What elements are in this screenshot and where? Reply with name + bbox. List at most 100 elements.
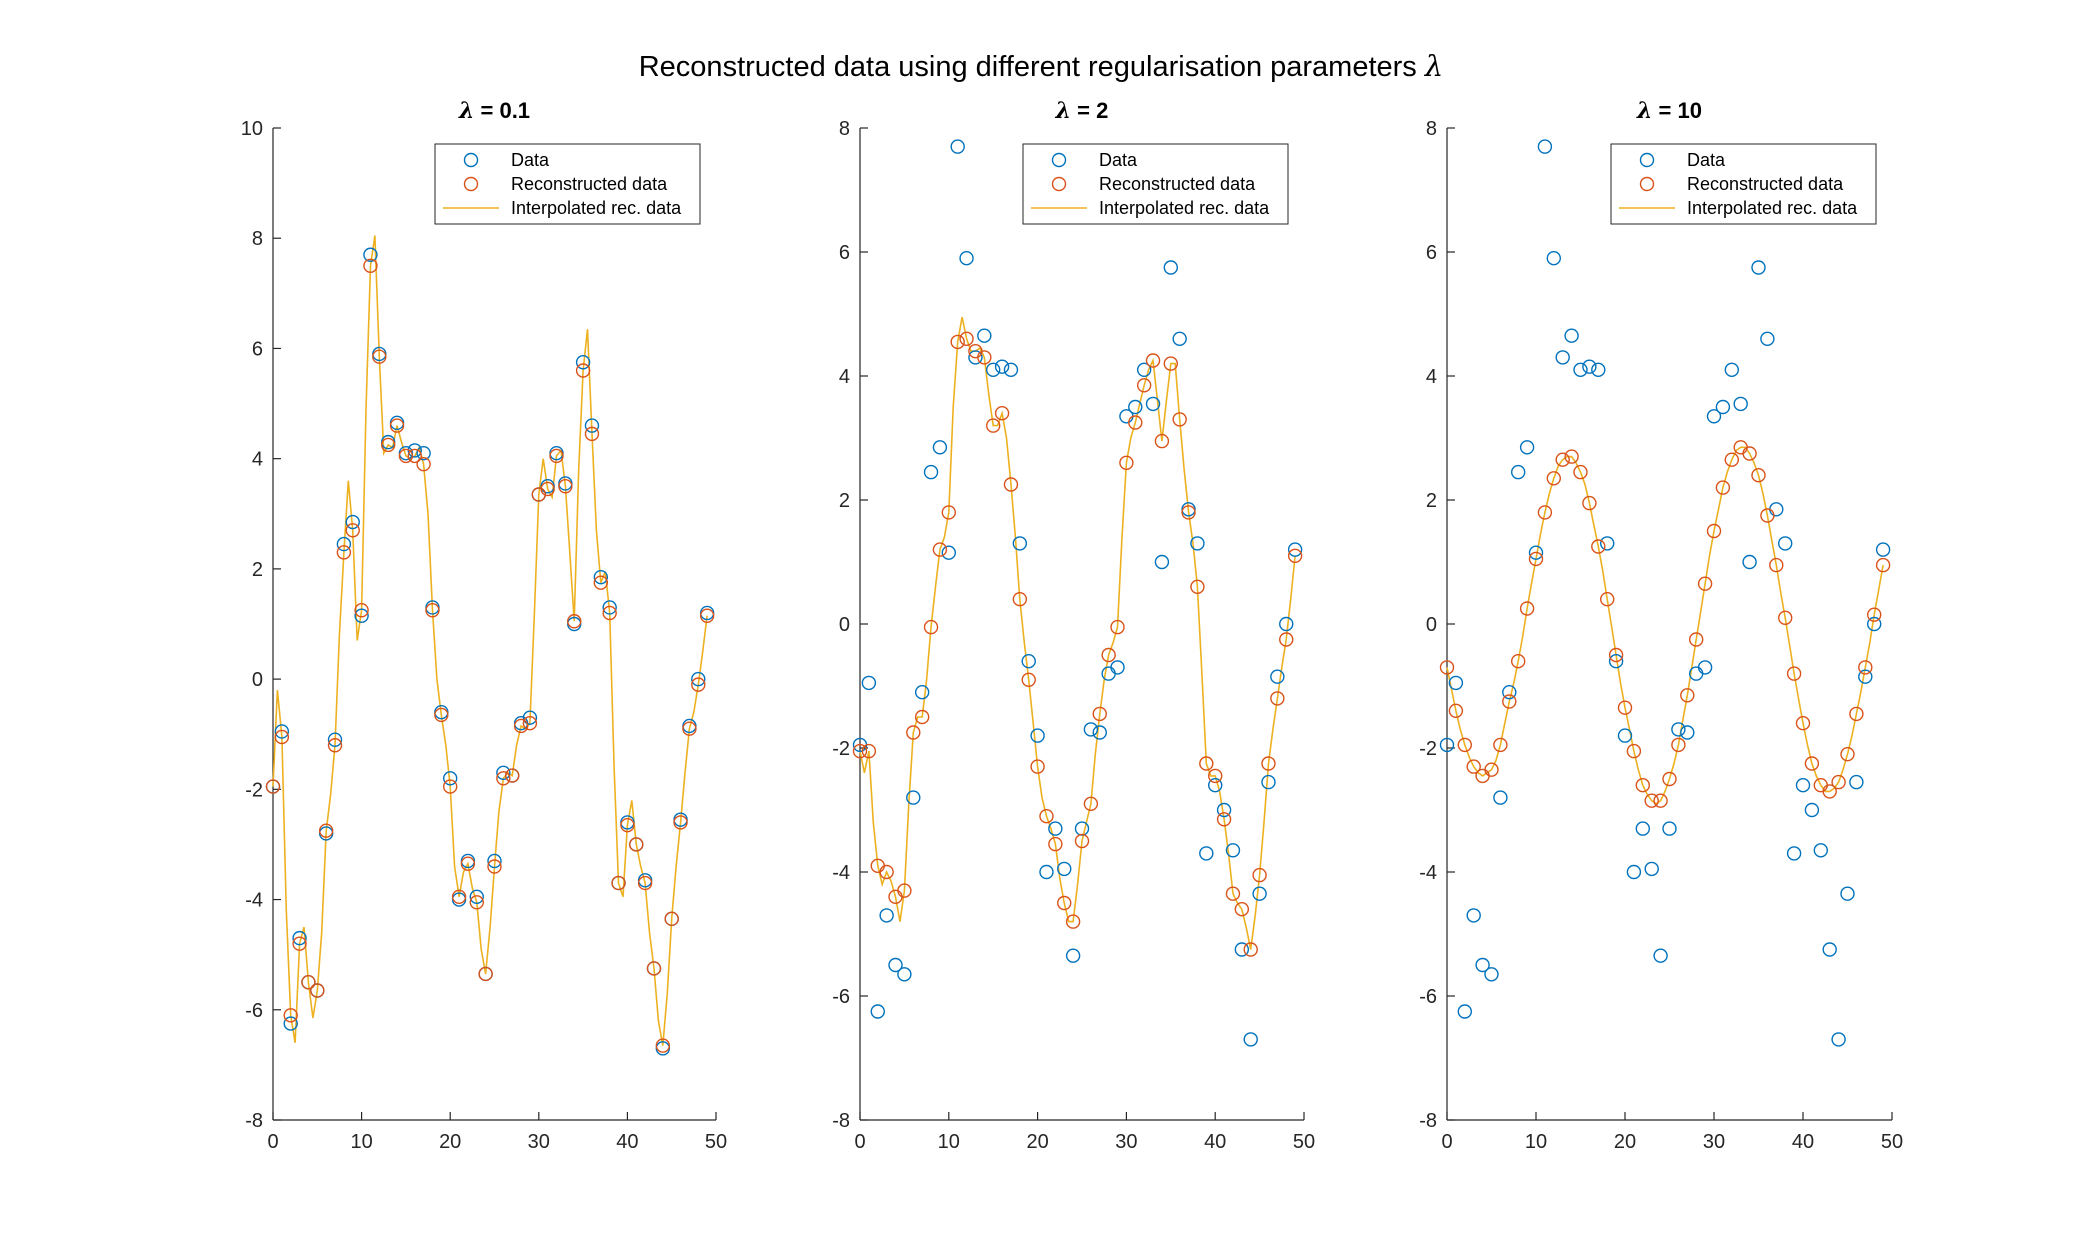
reconstructed-point [1831,774,1846,790]
reconstructed-point [301,975,316,990]
reconstructed-point [407,448,422,464]
reconstructed-point [1706,523,1722,539]
subplot-title-lambda: λ [1055,98,1071,124]
reconstructed-point [852,743,868,759]
reconstructed-point [1582,495,1597,511]
legend-marker [1639,176,1655,192]
y-tick-label: 4 [1426,366,1437,388]
reconstructed-point [1012,592,1028,607]
data-point [1110,660,1125,675]
data-point [363,247,378,262]
reconstructed-point [327,738,343,753]
data-point [1875,542,1891,557]
reconstructed-point [620,817,635,833]
y-tick-label: -2 [1419,738,1437,760]
subplot-title-value: = 10 [1652,98,1702,123]
data-point [1599,536,1615,551]
reconstructed-point [941,505,956,520]
legend-label: Interpolated rec. data [1687,198,1858,218]
data-point [1591,362,1606,377]
reconstructed-point [1279,632,1294,647]
data-point [941,545,956,560]
data-point [1216,802,1232,818]
reconstructed-point [682,721,697,736]
reconstructed-point [1875,557,1891,573]
reconstructed-point [1057,895,1072,911]
data-point [1065,948,1081,963]
data-point [879,908,894,923]
reconstructed-point [1653,793,1668,808]
data-point [1475,957,1490,973]
reconstructed-point [1777,610,1793,625]
reconstructed-point [363,258,378,273]
data-point [1653,948,1668,963]
reconstructed-point [318,823,334,838]
reconstructed-point [540,481,555,497]
data-point [986,362,1001,377]
data-point [888,957,903,973]
y-tick-label: 8 [839,118,850,140]
data-point [1822,942,1837,957]
y-tick-label: 0 [839,614,850,636]
reconstructed-point [602,605,617,621]
legend-marker [1639,152,1655,168]
data-point [522,710,538,725]
reconstructed-point [451,889,467,904]
data-point [1849,774,1864,790]
legend-label: Reconstructed data [511,174,668,194]
data-point [487,853,502,869]
data-point [1697,660,1713,675]
reconstructed-point [1172,412,1187,427]
reconstructed-point [1199,756,1214,771]
subplot-title: λ = 0.1 [458,98,530,124]
data-point [1136,362,1152,377]
y-tick-label: 0 [1426,614,1437,636]
reconstructed-point [1555,452,1570,467]
reconstructed-point [673,815,688,830]
reconstructed-point [265,779,281,794]
y-tick-label: 0 [252,669,263,691]
data-point [897,967,912,982]
reconstructed-point [950,334,965,350]
data-point [274,724,290,739]
subplots: λ = 0.10 10 20 30 40 50-8-6-4-20246810DataRec… [241,98,1903,1153]
data-point [1234,942,1250,957]
x-tick-label: 20 [1614,1131,1636,1153]
data-point [1003,362,1019,377]
reconstructed-point [1163,356,1179,371]
reconstructed-point [1608,647,1624,663]
legend-label: Data [1099,150,1138,170]
y-tick-label: -8 [832,1110,850,1132]
reconstructed-point [522,716,538,731]
legend-label: Interpolated rec. data [511,198,682,218]
data-point [354,608,369,623]
reconstructed-point [398,448,414,464]
reconstructed-point [986,418,1001,433]
data-point [416,445,431,461]
reconstructed-point [664,911,679,927]
data-point [1270,669,1285,684]
reconstructed-point [354,603,369,618]
data-point [1207,778,1223,793]
reconstructed-point [487,859,502,874]
data-point [1145,396,1161,412]
reconstructed-point [505,768,520,783]
y-tick-label: 2 [1426,490,1437,512]
interpolated-line [272,235,708,1046]
reconstructed-point [1493,737,1508,753]
reconstructed-point [310,983,325,998]
y-tick-label: -6 [1419,986,1437,1008]
x-tick-label: 20 [439,1131,461,1153]
data-point [1039,864,1054,880]
data-point [1831,1032,1846,1047]
x-tick-label: 40 [1792,1131,1814,1153]
legend-label: Data [511,150,550,170]
data-point [327,732,343,747]
data-point [1769,502,1784,517]
data-point [1644,861,1659,877]
x-tick-label: 0 [854,1131,865,1153]
reconstructed-point [558,479,573,494]
data-point [575,355,591,370]
data-point [1493,790,1508,805]
data-point [1225,843,1241,858]
